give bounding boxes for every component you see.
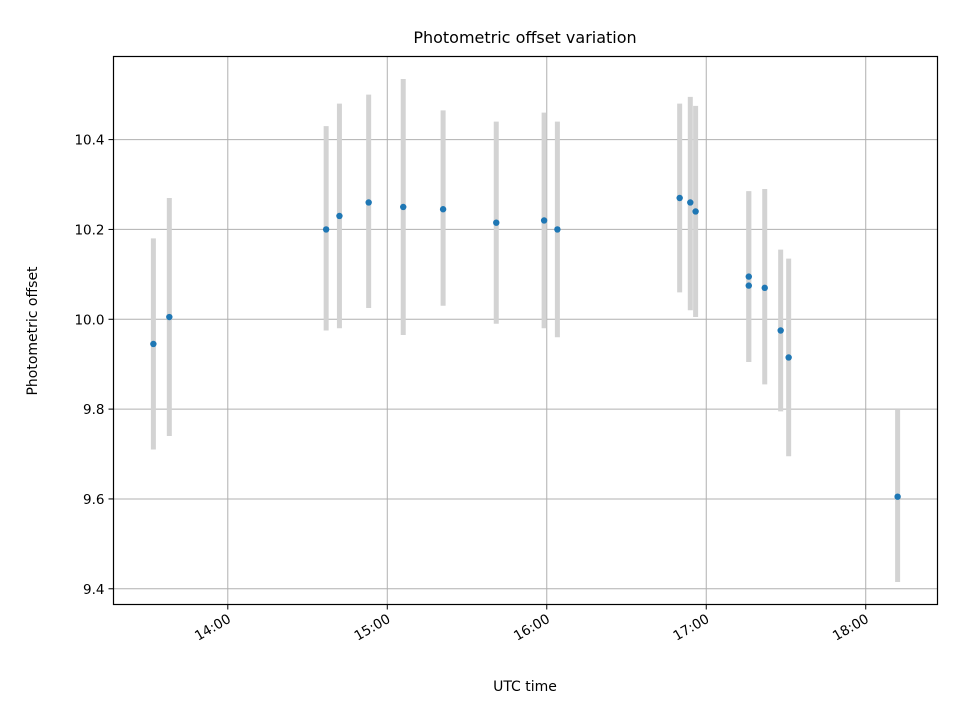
data-point bbox=[322, 226, 330, 233]
data-point bbox=[400, 203, 407, 211]
data-point bbox=[785, 354, 792, 361]
data-point bbox=[687, 199, 694, 206]
y-tick-label: 9.8 bbox=[83, 402, 104, 418]
x-tick-label: 15:00 bbox=[352, 611, 394, 644]
data-point bbox=[676, 194, 683, 202]
data-point bbox=[692, 208, 699, 215]
x-tick-label: 16:00 bbox=[511, 611, 553, 644]
data-point bbox=[166, 313, 173, 321]
chart-title: Photometric offset variation bbox=[413, 28, 636, 47]
x-axis-label: UTC time bbox=[493, 679, 557, 695]
y-tick-label: 9.4 bbox=[83, 582, 104, 598]
y-tick-label: 10.0 bbox=[74, 312, 104, 328]
data-point bbox=[493, 219, 500, 226]
data-point bbox=[745, 282, 752, 289]
y-axis-label: Photometric offset bbox=[25, 266, 41, 396]
x-tick-label: 18:00 bbox=[830, 611, 872, 644]
x-axis-ticks: 14:00 15:00 16:00 17:00 18:00 bbox=[192, 604, 872, 644]
data-point bbox=[336, 212, 343, 220]
y-tick-label: 9.6 bbox=[83, 492, 104, 508]
data-point bbox=[540, 217, 548, 224]
error-bars bbox=[150, 78, 901, 583]
data-point bbox=[894, 493, 901, 500]
grid bbox=[113, 56, 938, 605]
y-axis-ticks: 9.4 9.6 9.8 10.0 10.2 10.4 bbox=[74, 133, 114, 598]
data-point bbox=[761, 284, 768, 292]
x-tick-label: 17:00 bbox=[671, 611, 713, 644]
x-tick-label: 14:00 bbox=[192, 611, 234, 644]
data-point bbox=[150, 340, 157, 348]
data-points bbox=[150, 194, 901, 500]
data-point bbox=[439, 206, 447, 213]
y-tick-label: 10.2 bbox=[74, 222, 104, 238]
y-tick-label: 10.4 bbox=[74, 133, 104, 149]
plot-frame bbox=[112, 55, 939, 606]
data-point bbox=[777, 327, 784, 334]
data-point bbox=[554, 226, 561, 233]
data-point bbox=[365, 199, 372, 206]
data-point bbox=[745, 273, 752, 280]
